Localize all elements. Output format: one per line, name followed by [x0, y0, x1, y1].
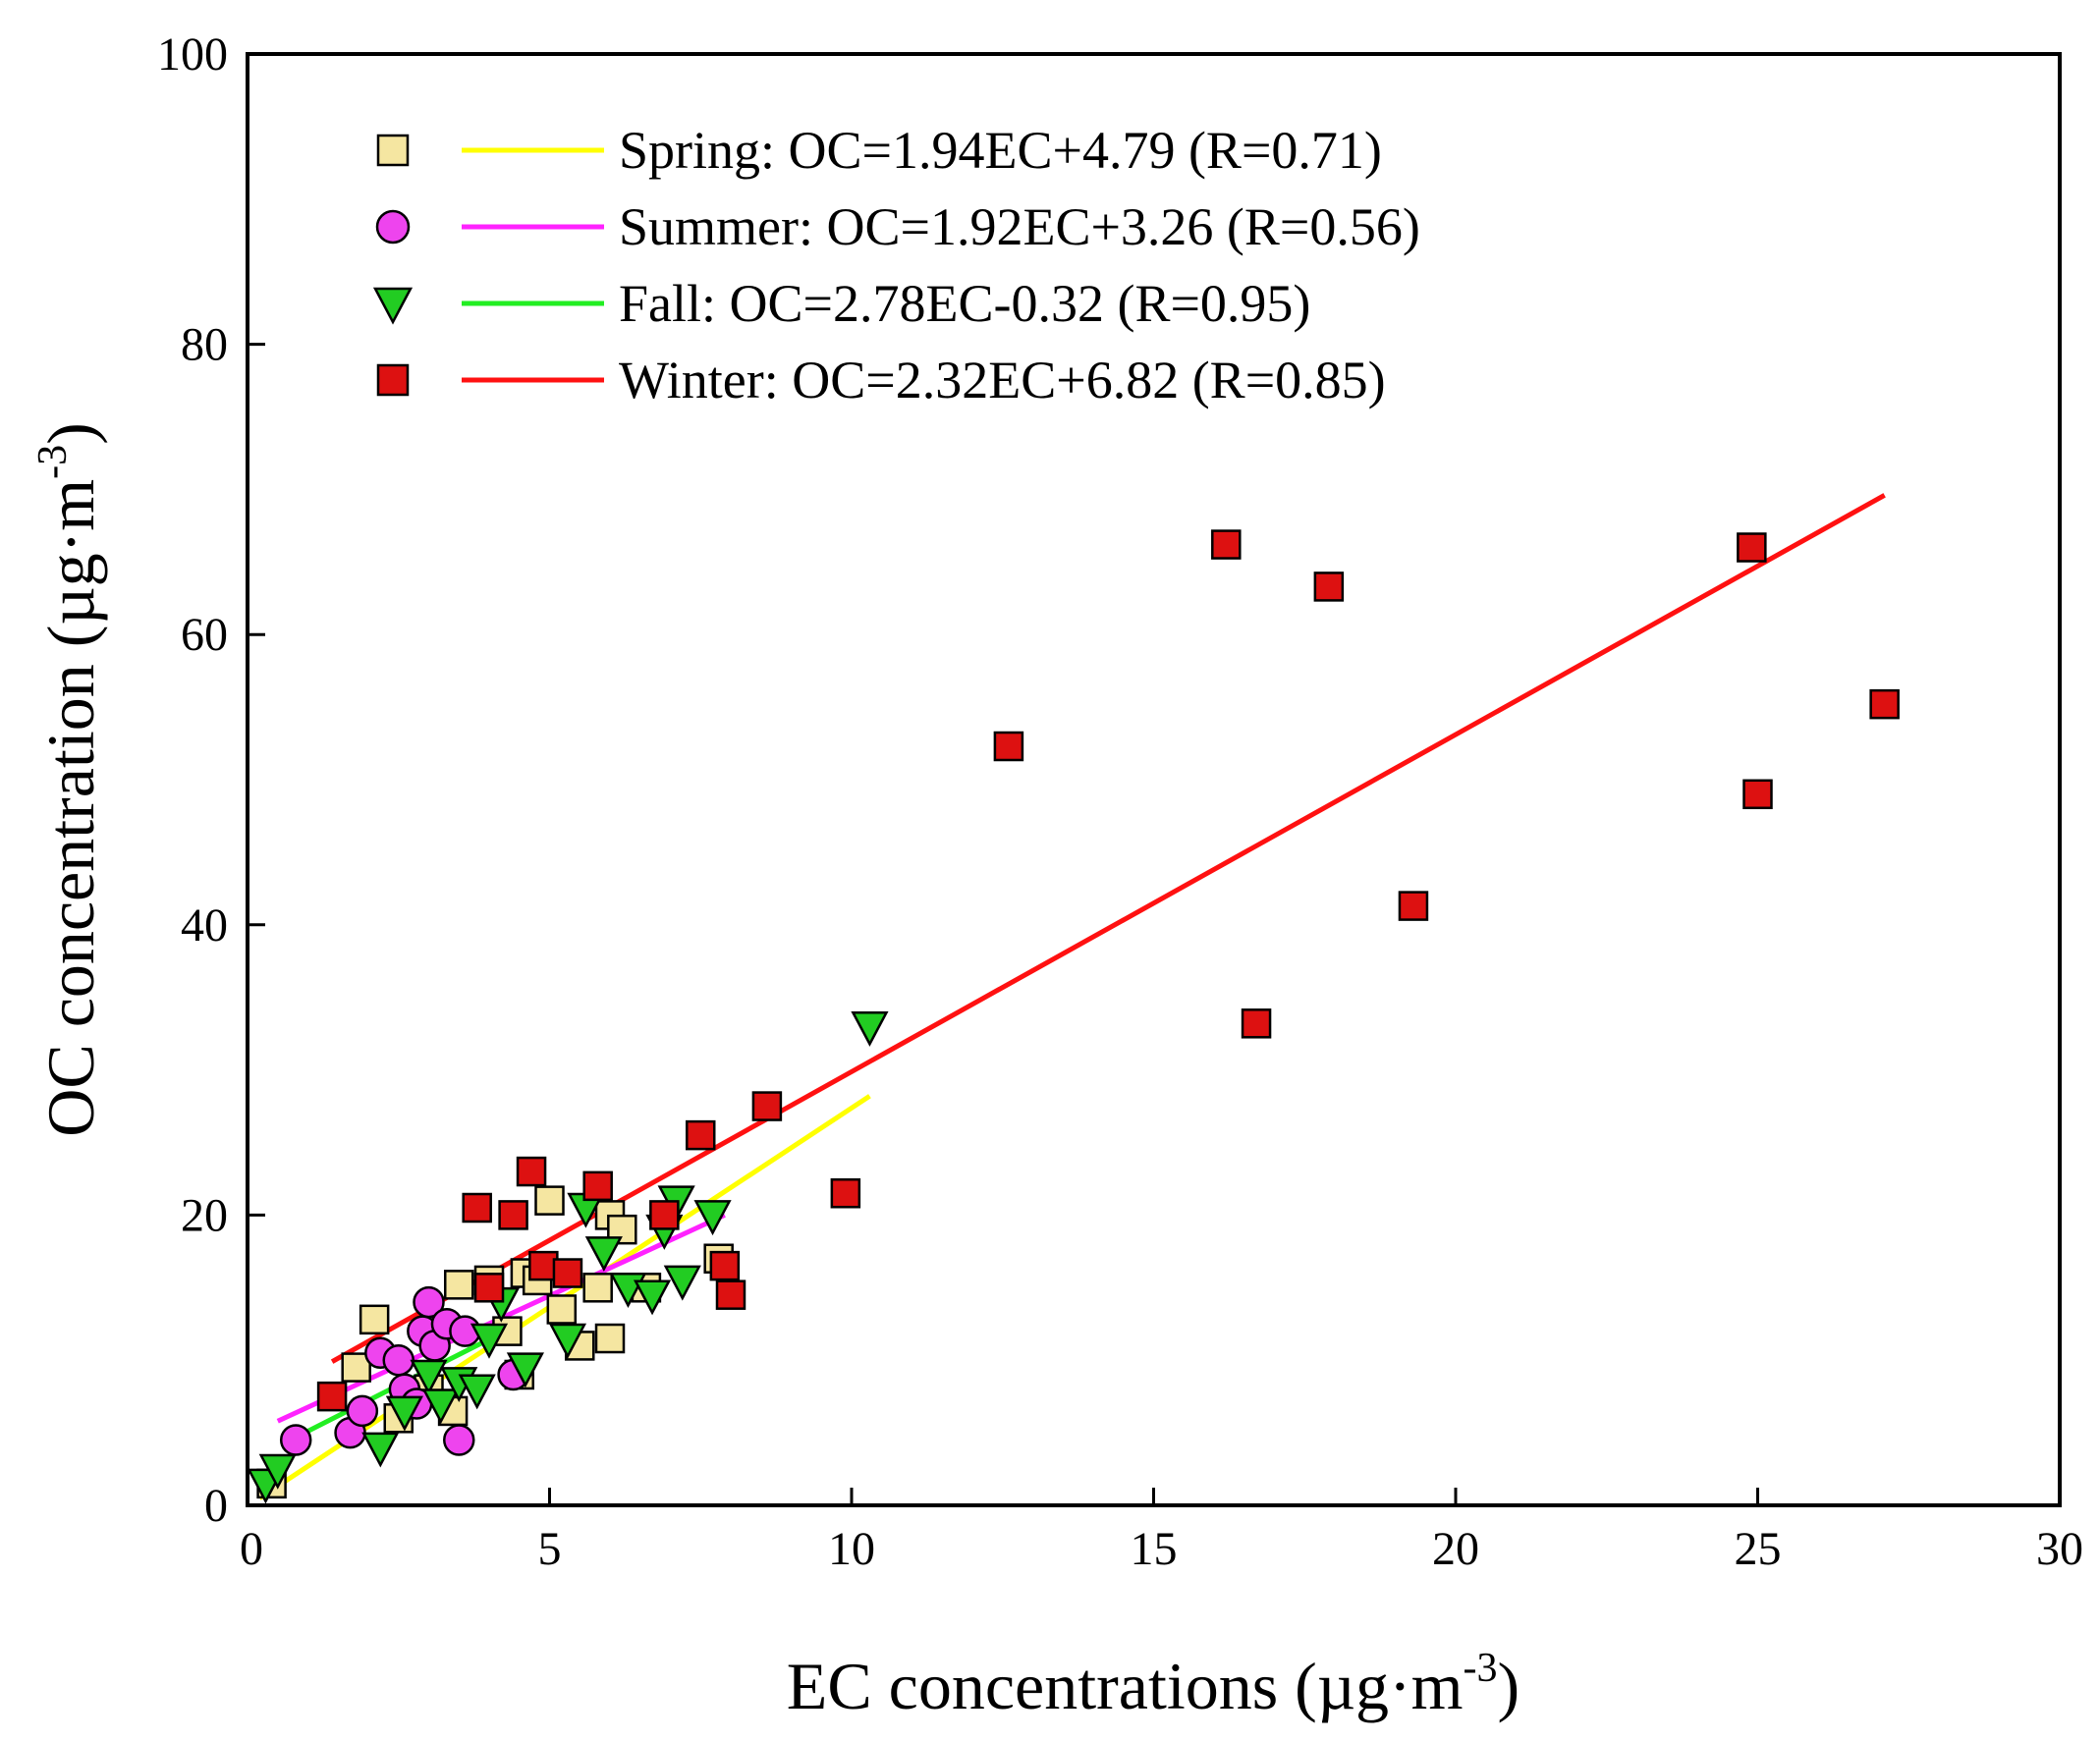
fall-point [548, 1323, 587, 1359]
winter-point [649, 1200, 680, 1230]
legend-marker-spring [376, 134, 410, 167]
y-tick-label: 20 [181, 1189, 228, 1241]
x-axis-title-superscript: -3 [1464, 1646, 1498, 1691]
fall-point [663, 1265, 701, 1301]
y-tick-label: 0 [204, 1480, 228, 1532]
fall-point [470, 1323, 509, 1359]
winter-point [709, 1250, 741, 1281]
x-tick-label: 0 [240, 1523, 263, 1575]
winter-point [751, 1091, 783, 1121]
legend-label-summer: Summer: OC=1.92EC+3.26 (R=0.56) [619, 197, 1420, 256]
winter-point [473, 1273, 505, 1303]
x-tick-label: 10 [828, 1523, 875, 1575]
winter-point [582, 1170, 613, 1202]
fall-point [410, 1359, 448, 1395]
y-tick-label: 100 [157, 28, 228, 81]
y-tick-label: 60 [181, 609, 228, 661]
x-axis-title-end: ) [1498, 1649, 1520, 1723]
winter-point [715, 1279, 746, 1310]
winter-point [1742, 779, 1773, 810]
axis-ticks: 0 5 10 15 20 25 30 0 20 40 60 80 100 [157, 28, 2083, 1575]
legend-marker-fall [372, 287, 414, 325]
fall-point [851, 1011, 889, 1047]
fall-point [506, 1352, 544, 1388]
winter-point [686, 1119, 716, 1151]
summer-point [443, 1424, 475, 1456]
legend-entry-spring: Spring: OC=1.94EC+4.79 (R=0.71) [376, 121, 1382, 180]
winter-point [1241, 1008, 1272, 1039]
y-tick-label: 80 [181, 319, 228, 371]
legend-marker-winter [376, 363, 410, 397]
spring-point [341, 1352, 371, 1383]
winter-point [1211, 529, 1242, 560]
winter-point [498, 1200, 528, 1230]
x-tick-label: 5 [538, 1523, 562, 1575]
legend-label-winter: Winter: OC=2.32EC+6.82 (R=0.85) [619, 351, 1386, 409]
winter-point [1313, 571, 1345, 602]
fall-point [258, 1453, 297, 1490]
legend-label-fall: Fall: OC=2.78EC-0.32 (R=0.95) [619, 274, 1310, 333]
y-axis-title: OC concentration (µg·m-3) [30, 422, 108, 1137]
y-axis-title-end: ) [33, 422, 108, 445]
winter-point [1398, 891, 1429, 921]
y-axis-title-text: OC concentration (µg·m [33, 479, 108, 1137]
legend-label-spring: Spring: OC=1.94EC+4.79 (R=0.71) [619, 121, 1382, 180]
winter-point [316, 1381, 348, 1412]
fall-point [421, 1388, 460, 1425]
x-axis-title: EC concentrations (µg·m-3) [787, 1646, 1520, 1723]
fall-point [693, 1200, 732, 1236]
fall-point [633, 1279, 672, 1316]
spring-point [444, 1270, 474, 1300]
summer-point [279, 1424, 312, 1456]
winter-point [462, 1192, 492, 1224]
summer-point [382, 1343, 414, 1377]
data-points [247, 529, 1900, 1504]
winter-point [1869, 688, 1900, 720]
winter-point [552, 1258, 583, 1288]
winter-point [516, 1156, 547, 1187]
spring-point [359, 1304, 390, 1335]
plot-frame [246, 52, 2062, 1507]
spring-point [582, 1273, 613, 1303]
winter-point [830, 1177, 861, 1209]
fall-point [584, 1236, 623, 1273]
legend-entry-summer: Summer: OC=1.92EC+3.26 (R=0.56) [375, 197, 1420, 256]
legend-entry-winter: Winter: OC=2.32EC+6.82 (R=0.85) [376, 351, 1386, 409]
y-axis-title-superscript: -3 [30, 445, 76, 479]
x-tick-label: 30 [2036, 1523, 2083, 1575]
x-tick-label: 20 [1432, 1523, 1479, 1575]
legend-entry-fall: Fall: OC=2.78EC-0.32 (R=0.95) [372, 274, 1310, 333]
legend-marker-summer [375, 209, 411, 245]
x-tick-label: 15 [1131, 1523, 1178, 1575]
y-tick-label: 40 [181, 899, 228, 952]
fall-point [361, 1432, 400, 1468]
winter-point [1737, 532, 1767, 563]
fall-point [385, 1395, 423, 1432]
spring-point [534, 1185, 565, 1216]
winter-point [993, 731, 1024, 762]
x-axis-title-text: EC concentrations (µg·m [787, 1649, 1464, 1723]
summer-point [413, 1285, 445, 1319]
fall-point [458, 1374, 496, 1410]
summer-point [346, 1394, 379, 1428]
x-tick-label: 25 [1735, 1523, 1782, 1575]
spring-point [594, 1323, 626, 1354]
legend: Spring: OC=1.94EC+4.79 (R=0.71) Summer: O… [372, 121, 1420, 409]
spring-point [546, 1294, 578, 1325]
